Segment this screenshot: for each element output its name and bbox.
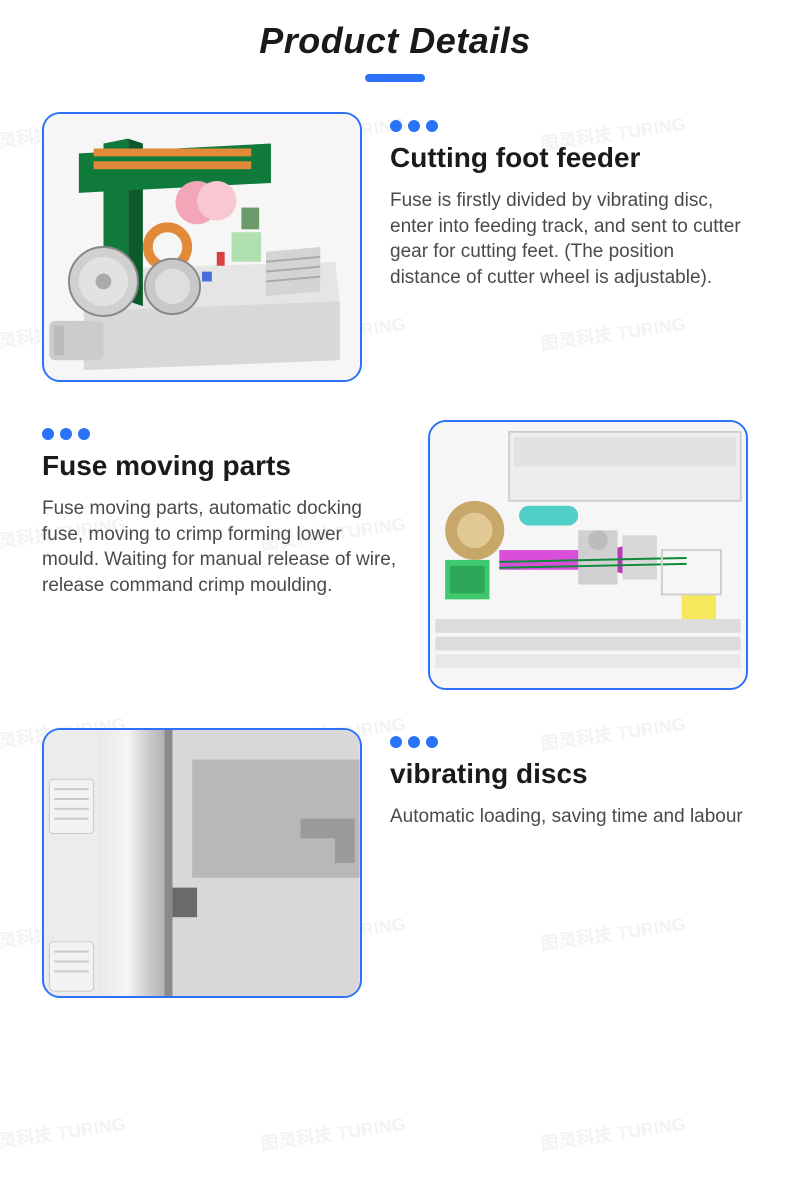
- cutting-title: Cutting foot feeder: [390, 142, 748, 174]
- moving-image: [428, 420, 748, 690]
- vibrating-text: vibrating discs Automatic loading, savin…: [362, 728, 748, 830]
- vibrating-description: Automatic loading, saving time and labou…: [390, 804, 748, 830]
- moving-text: Fuse moving parts Fuse moving parts, aut…: [42, 420, 428, 599]
- cutting-text: Cutting foot feeder Fuse is firstly divi…: [362, 112, 748, 291]
- section-moving: Fuse moving parts Fuse moving parts, aut…: [42, 420, 748, 690]
- dots-icon: [42, 428, 400, 440]
- moving-description: Fuse moving parts, automatic docking fus…: [42, 496, 400, 599]
- section-cutting: Cutting foot feeder Fuse is firstly divi…: [42, 112, 748, 382]
- content-wrapper: Product Details: [0, 0, 790, 998]
- title-underline: [365, 74, 425, 82]
- vibrating-image: [42, 728, 362, 998]
- page-header: Product Details: [42, 20, 748, 82]
- page-title: Product Details: [42, 20, 748, 62]
- section-vibrating: vibrating discs Automatic loading, savin…: [42, 728, 748, 998]
- moving-title: Fuse moving parts: [42, 450, 400, 482]
- dots-icon: [390, 736, 748, 748]
- cutting-description: Fuse is firstly divided by vibrating dis…: [390, 188, 748, 291]
- dots-icon: [390, 120, 748, 132]
- cutting-image: [42, 112, 362, 382]
- vibrating-title: vibrating discs: [390, 758, 748, 790]
